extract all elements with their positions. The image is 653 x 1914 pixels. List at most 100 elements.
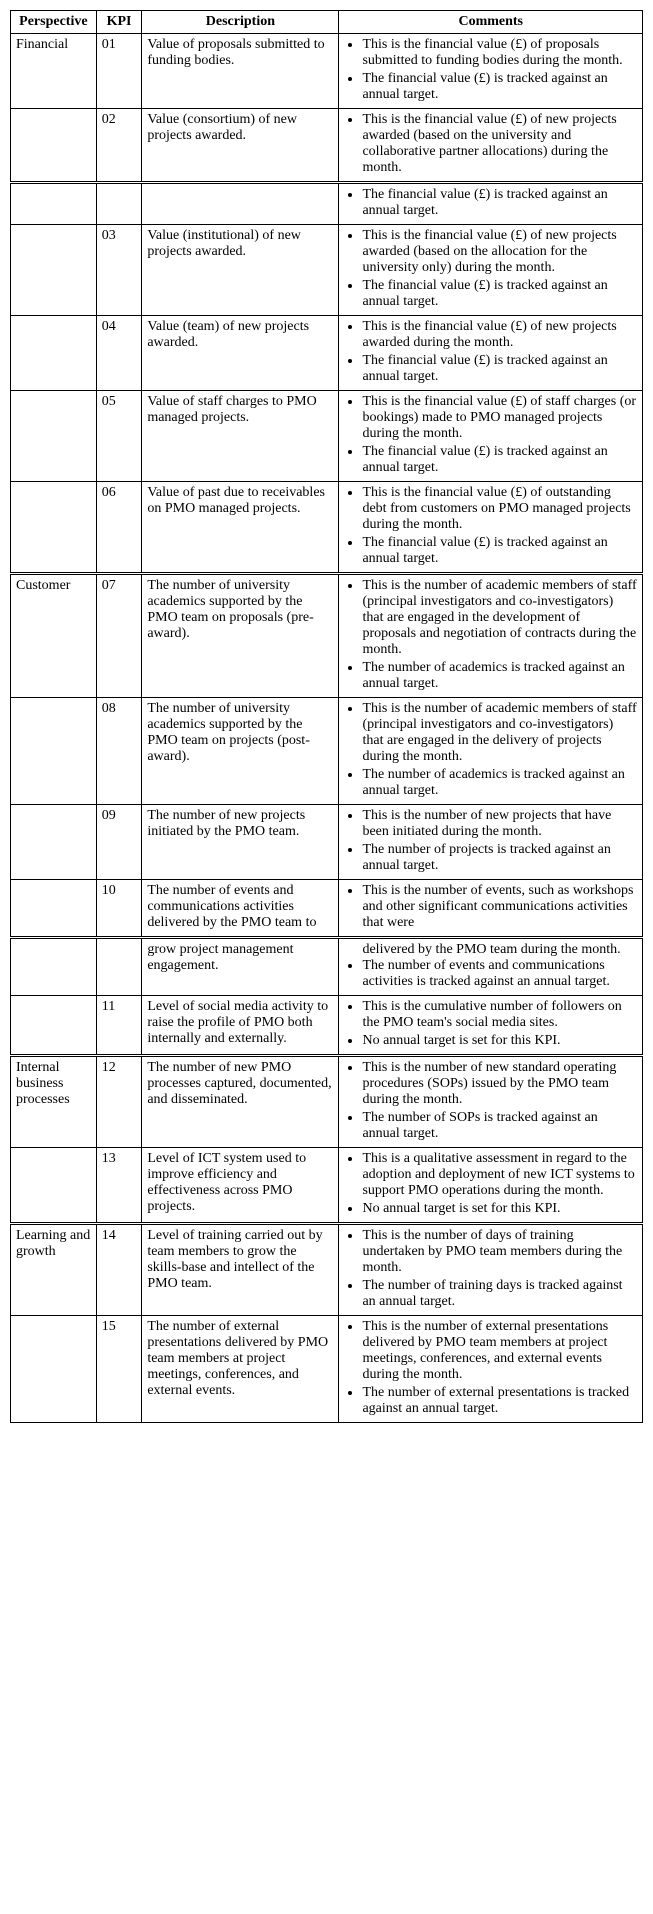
cell-kpi: 06 xyxy=(96,482,142,574)
comment-item: This is the number of external presentat… xyxy=(362,1319,637,1385)
comment-item: This is a qualitative assessment in rega… xyxy=(362,1151,637,1201)
cell-description: The number of new PMO processes captured… xyxy=(142,1056,339,1148)
cell-comments: delivered by the PMO team during the mon… xyxy=(339,938,643,996)
comments-list: This is the number of academic members o… xyxy=(344,701,637,801)
table-row: Financial01Value of proposals submitted … xyxy=(11,34,643,109)
cell-kpi: 07 xyxy=(96,574,142,698)
cell-description: Value (team) of new projects awarded. xyxy=(142,316,339,391)
cell-perspective xyxy=(11,225,97,316)
comments-list: This is a qualitative assessment in rega… xyxy=(344,1151,637,1219)
comments-list: The number of events and communications … xyxy=(344,958,637,992)
comments-list: This is the number of external presentat… xyxy=(344,1319,637,1419)
header-kpi: KPI xyxy=(96,11,142,34)
comment-item: This is the financial value (£) of outst… xyxy=(362,485,637,535)
cell-kpi: 09 xyxy=(96,805,142,880)
comments-list: This is the cumulative number of followe… xyxy=(344,999,637,1051)
cell-comments: This is the financial value (£) of new p… xyxy=(339,225,643,316)
header-comments: Comments xyxy=(339,11,643,34)
cell-perspective xyxy=(11,996,97,1056)
comment-item: This is the financial value (£) of new p… xyxy=(362,228,637,278)
cell-perspective: Internal business processes xyxy=(11,1056,97,1148)
cell-comments: This is the number of days of training u… xyxy=(339,1224,643,1316)
comments-list: This is the number of days of training u… xyxy=(344,1228,637,1312)
cell-kpi: 01 xyxy=(96,34,142,109)
cell-description: Value of proposals submitted to funding … xyxy=(142,34,339,109)
cell-kpi: 10 xyxy=(96,880,142,938)
cell-description: The number of new projects initiated by … xyxy=(142,805,339,880)
cell-comments: This is the financial value (£) of new p… xyxy=(339,316,643,391)
comments-list: This is the financial value (£) of new p… xyxy=(344,319,637,387)
cell-kpi: 11 xyxy=(96,996,142,1056)
cell-perspective xyxy=(11,938,97,996)
table-row: The financial value (£) is tracked again… xyxy=(11,183,643,225)
cell-comments: This is the number of academic members o… xyxy=(339,698,643,805)
cell-kpi xyxy=(96,938,142,996)
cell-comments: This is a qualitative assessment in rega… xyxy=(339,1148,643,1224)
cell-description: The number of events and communications … xyxy=(142,880,339,938)
table-row: Internal business processes12The number … xyxy=(11,1056,643,1148)
cell-perspective xyxy=(11,482,97,574)
comment-item: This is the number of new standard opera… xyxy=(362,1060,637,1110)
comment-item: This is the number of academic members o… xyxy=(362,578,637,660)
cell-perspective xyxy=(11,109,97,183)
comment-item: This is the financial value (£) of new p… xyxy=(362,319,637,353)
cell-perspective xyxy=(11,1316,97,1423)
comments-list: This is the financial value (£) of new p… xyxy=(344,112,637,178)
table-row: 13Level of ICT system used to improve ef… xyxy=(11,1148,643,1224)
cell-kpi: 14 xyxy=(96,1224,142,1316)
table-row: 11Level of social media activity to rais… xyxy=(11,996,643,1056)
comment-item: This is the financial value (£) of staff… xyxy=(362,394,637,444)
header-perspective: Perspective xyxy=(11,11,97,34)
comment-item: The number of projects is tracked agains… xyxy=(362,842,637,876)
cell-perspective: Customer xyxy=(11,574,97,698)
comment-item: This is the number of days of training u… xyxy=(362,1228,637,1278)
cell-perspective xyxy=(11,698,97,805)
comment-item: No annual target is set for this KPI. xyxy=(362,1201,637,1219)
comment-item: The financial value (£) is tracked again… xyxy=(362,71,637,105)
cell-comments: This is the number of new projects that … xyxy=(339,805,643,880)
table-row: 04Value (team) of new projects awarded. T… xyxy=(11,316,643,391)
table-row: 02Value (consortium) of new projects awa… xyxy=(11,109,643,183)
cell-kpi: 13 xyxy=(96,1148,142,1224)
cell-perspective: Financial xyxy=(11,34,97,109)
cell-comments: This is the financial value (£) of propo… xyxy=(339,34,643,109)
cell-perspective xyxy=(11,183,97,225)
comment-item: The number of academics is tracked again… xyxy=(362,767,637,801)
comments-list: This is the financial value (£) of new p… xyxy=(344,228,637,312)
cell-comments: This is the cumulative number of followe… xyxy=(339,996,643,1056)
cell-description: grow project management engagement. xyxy=(142,938,339,996)
comments-list: This is the number of academic members o… xyxy=(344,578,637,694)
comment-item: This is the cumulative number of followe… xyxy=(362,999,637,1033)
table-row: 09The number of new projects initiated b… xyxy=(11,805,643,880)
cell-description: Value (institutional) of new projects aw… xyxy=(142,225,339,316)
cell-kpi: 05 xyxy=(96,391,142,482)
comment-item: No annual target is set for this KPI. xyxy=(362,1033,637,1051)
cell-comments: This is the number of events, such as wo… xyxy=(339,880,643,938)
cell-kpi: 08 xyxy=(96,698,142,805)
cell-comments: The financial value (£) is tracked again… xyxy=(339,183,643,225)
comments-list: This is the financial value (£) of staff… xyxy=(344,394,637,478)
comments-list: The financial value (£) is tracked again… xyxy=(344,187,637,221)
cell-description: The number of university academics suppo… xyxy=(142,698,339,805)
header-row: Perspective KPI Description Comments xyxy=(11,11,643,34)
cell-kpi: 02 xyxy=(96,109,142,183)
cell-description: Value of past due to receivables on PMO … xyxy=(142,482,339,574)
comment-item: This is the financial value (£) of new p… xyxy=(362,112,637,178)
table-row: 05Value of staff charges to PMO managed … xyxy=(11,391,643,482)
table-row: 03Value (institutional) of new projects … xyxy=(11,225,643,316)
comment-item: This is the number of new projects that … xyxy=(362,808,637,842)
cell-kpi: 12 xyxy=(96,1056,142,1148)
comment-item: The number of SOPs is tracked against an… xyxy=(362,1110,637,1144)
cell-description: Value (consortium) of new projects award… xyxy=(142,109,339,183)
cell-kpi xyxy=(96,183,142,225)
cell-description: The number of university academics suppo… xyxy=(142,574,339,698)
cell-kpi: 04 xyxy=(96,316,142,391)
header-description: Description xyxy=(142,11,339,34)
comment-item: The financial value (£) is tracked again… xyxy=(362,444,637,478)
comment-item: The financial value (£) is tracked again… xyxy=(362,278,637,312)
cell-comments: This is the number of external presentat… xyxy=(339,1316,643,1423)
comment-item: The number of training days is tracked a… xyxy=(362,1278,637,1312)
comment-item: This is the number of events, such as wo… xyxy=(362,883,637,933)
comments-list: This is the number of events, such as wo… xyxy=(344,883,637,933)
cell-description: Level of social media activity to raise … xyxy=(142,996,339,1056)
